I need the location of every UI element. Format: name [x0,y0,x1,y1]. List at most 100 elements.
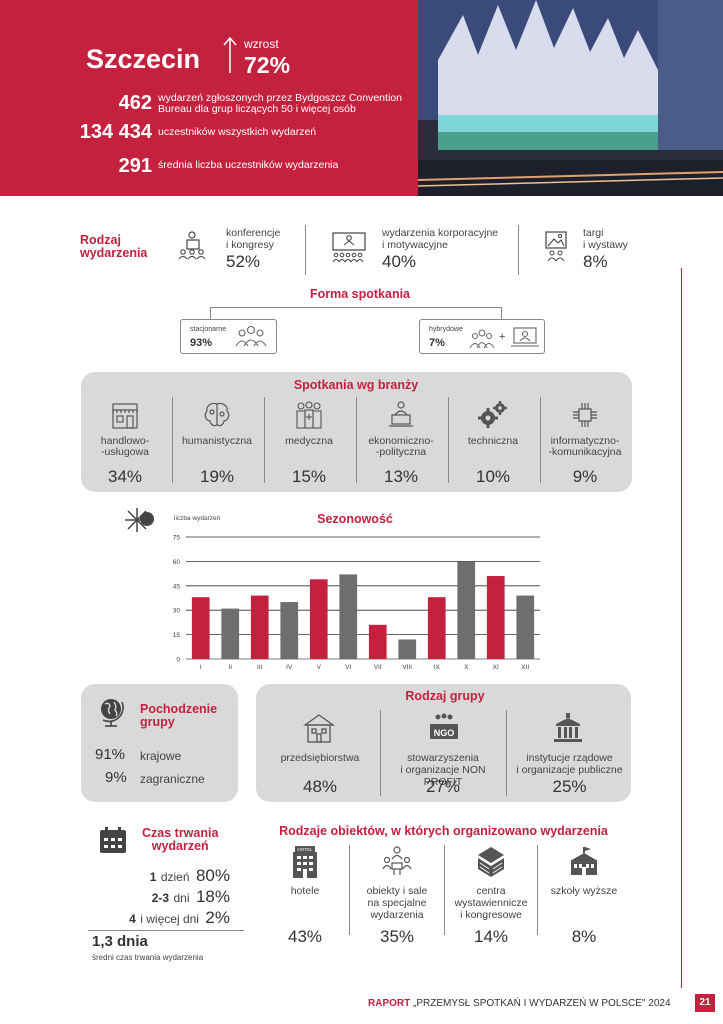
event-type-item-label: targi i wystawy [583,227,628,251]
chart-bar [457,561,476,659]
meeting-room-icon [382,846,412,875]
stat-participants-text: uczestników wszystkich wydarzeń [158,126,317,138]
divider [305,225,306,275]
ngo-icon: NGO [430,713,458,739]
venue-item: obiekty i sale na specjalne wydarzenia 35% [352,845,442,947]
chart-xtick-label: VI [345,664,351,671]
people-group-icon [235,325,267,347]
chart-ytick-label: 45 [173,583,181,590]
laptop-user-icon [511,327,539,347]
group-type-pct: 25% [552,777,587,796]
chart-xtick-label: III [257,664,263,671]
divider [540,397,541,483]
industry-item: medyczna 15% [263,400,355,487]
venue-pct: 35% [379,927,415,946]
venue-pct: 8% [571,927,597,946]
duration-row: 2-3 dni 18% [151,887,230,906]
stat-average-value: 291 [118,155,152,177]
season-icon [125,508,154,532]
industry-item: ekonomiczno- -polityczna 13% [355,400,447,487]
industry-pct: 9% [572,467,598,486]
venue-item: centra wystawiennicze i kongresowe 14% [447,845,535,947]
duration-title: Czas trwania wydarzeń [142,826,219,853]
divider [356,397,357,483]
industry-pct: 13% [383,467,419,486]
event-type-item-pct: 52% [226,252,261,271]
chart-bar [398,639,417,659]
philharmonic-photo [418,0,723,196]
group-type-label: stowarzyszenia i organizacje NON PROFIT [400,752,486,788]
industry-item: humanistyczna 19% [171,400,263,487]
group-type-title: Rodzaj grupy [405,689,485,703]
stat-average-text: średnia liczba uczestników wydarzenia [158,159,339,171]
divider [518,225,519,275]
divider [172,397,173,483]
event-type-title: Rodzaj wydarzenia [80,233,148,260]
industry-pct: 34% [107,467,143,486]
industry-pct: 19% [199,467,235,486]
industry-title: Spotkania wg branży [293,378,419,392]
stat-events-text: wydarzeń zgłoszonych przez Bydgoszcz Con… [158,92,402,115]
chart-xtick-label: XII [521,664,529,671]
event-type-item-pct: 40% [382,252,417,271]
duration-row: 4 i więcej dni 2% [129,908,230,927]
bracket-line [210,307,502,308]
gears-icon [478,401,507,428]
chart-bar [250,595,269,659]
group-type-pct: 48% [302,777,338,796]
header-banner [0,0,418,196]
venue-item: HOTEL hotele 43% [262,845,348,947]
chart-bar [191,597,210,659]
bracket-left [210,307,211,319]
shop-icon [112,403,138,429]
origin-title: Pochodzenie grupy [140,702,218,729]
group-type-label: instytucje rządowe i organizacje publicz… [516,752,623,776]
duration-divider [88,930,244,931]
university-icon [570,847,598,875]
chart-xtick-label: V [317,664,322,671]
chart-bar [368,624,387,659]
chart-xtick-label: VIII [402,664,412,671]
growth-label: wzrost [244,37,279,51]
venue-item: szkoły wyższe 8% [540,845,628,947]
divider [444,845,445,935]
divider [349,845,350,935]
growth-value: 72% [244,52,291,78]
people-group-icon [469,329,495,349]
calendar-icon [100,827,126,853]
stationary-box: stacjonarne 93% [180,319,277,354]
venues-title: Rodzaje obiektów, w których organizowano… [279,824,608,838]
chart-ytick-label: 60 [173,559,181,566]
chart-bar [339,574,358,659]
chart-xtick-label: II [228,664,232,671]
footer-report: RAPORT „PRZEMYSŁ SPOTKAŃ I WYDARZEŃ W PO… [368,998,671,1009]
chart-ylabel: liczba wydarzeń [174,515,221,522]
origin-foreign-label: zagraniczne [140,772,205,786]
chart-ytick-label: 0 [176,657,180,664]
arrow-up-icon [223,36,237,73]
chart-xtick-label: VII [374,664,382,671]
meeting-form-title: Forma spotkania [309,287,411,301]
government-icon [554,713,582,742]
group-type-pct: 27% [425,777,461,796]
corporate-event-icon [332,232,366,263]
plus-sign: + [499,331,506,343]
divider [380,710,381,796]
page-side-rule [681,268,682,988]
stationary-pct: 93% [190,337,213,349]
chart-xtick-label: XI [493,664,499,671]
globe-icon [101,699,124,727]
venue-pct: 14% [473,927,509,946]
chart-bar [280,602,299,659]
chip-icon [573,403,597,427]
chart-ytick-label: 75 [173,535,181,542]
medical-team-icon [296,401,322,429]
group-type-panel [256,684,631,802]
origin-domestic-pct: 91% [95,746,126,763]
chart-bar [516,595,535,659]
city-name: Szczecin [86,44,201,74]
event-type-item-pct: 8% [583,252,608,271]
chart-bar [486,576,505,659]
industry-pct: 15% [291,467,327,486]
